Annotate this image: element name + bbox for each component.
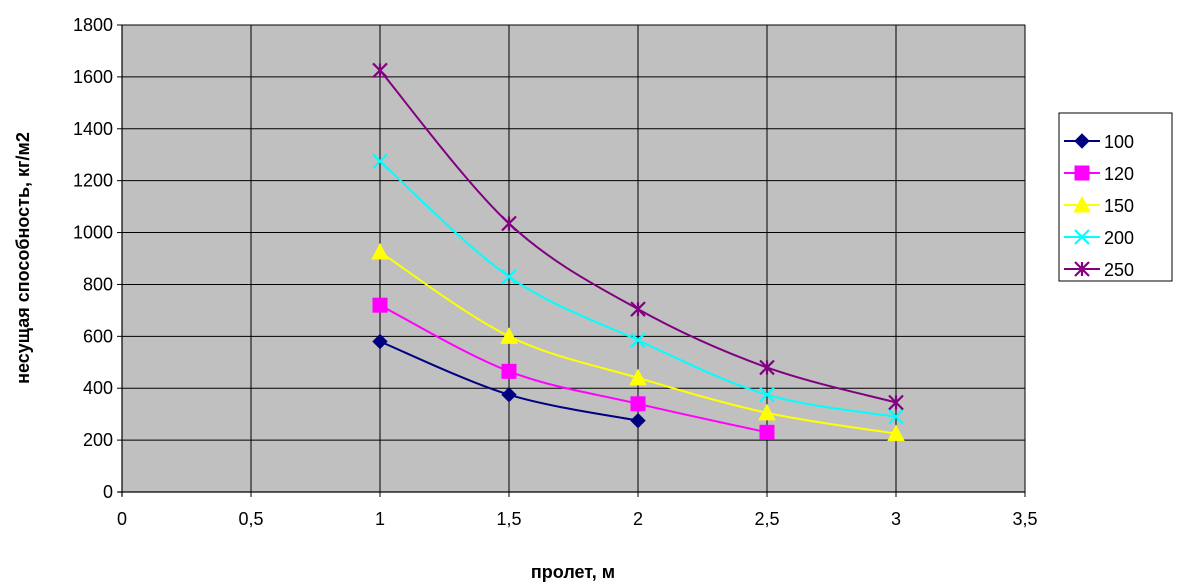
series-layer	[371, 62, 905, 442]
data-point	[501, 387, 517, 403]
data-point	[372, 297, 388, 313]
legend-entry: 250	[1064, 260, 1134, 280]
data-point	[630, 412, 646, 429]
y-tick-label: 200	[83, 430, 113, 450]
legend-entry: 100	[1064, 132, 1134, 152]
data-point	[888, 408, 904, 425]
y-tick-label: 1800	[73, 15, 113, 35]
x-tick-label: 2,5	[754, 509, 779, 529]
data-point	[501, 268, 517, 285]
tick-labels: 0 200 400 600 800 1000 1200 1400 1600 1800 0 0,5 1 1,…	[73, 15, 1038, 529]
series-line	[379, 69, 897, 404]
legend-entry: 150	[1064, 195, 1134, 216]
y-tick-label: 600	[83, 326, 113, 346]
x-tick-label: 1,5	[496, 509, 521, 529]
data-point	[500, 327, 518, 344]
data-point	[759, 359, 775, 376]
legend-entry: 200	[1064, 228, 1134, 248]
data-point	[372, 62, 388, 79]
series-100	[372, 333, 646, 429]
legend: 100 120 150 200 250	[1058, 112, 1173, 282]
y-tick-label: 1000	[73, 223, 113, 243]
x-tick-label: 0,5	[238, 509, 263, 529]
data-point	[501, 215, 517, 232]
series-line	[379, 304, 768, 434]
legend-marker	[1074, 261, 1090, 277]
data-point	[759, 386, 775, 403]
y-tick-label: 1400	[73, 119, 113, 139]
legend-label: 150	[1104, 196, 1134, 216]
series-line	[379, 160, 897, 418]
legend-marker	[1074, 133, 1090, 149]
data-point	[372, 333, 388, 350]
x-tick-label: 3	[891, 509, 901, 529]
data-point	[372, 153, 388, 169]
legend-marker	[1074, 165, 1090, 181]
series-120	[372, 297, 775, 440]
x-tick-label: 3,5	[1012, 509, 1037, 529]
y-axis-title: несущая способность, кг/м2	[13, 132, 33, 384]
data-point	[888, 394, 904, 411]
data-point	[759, 424, 775, 440]
data-point	[630, 332, 646, 349]
series-250	[372, 62, 904, 411]
data-point	[630, 396, 646, 412]
legend-entry: 120	[1064, 164, 1134, 184]
y-tick-label: 1200	[73, 171, 113, 191]
data-point	[629, 368, 647, 386]
data-point	[371, 242, 389, 260]
y-tick-label: 800	[83, 274, 113, 294]
legend-marker	[1073, 195, 1091, 213]
legend-label: 100	[1104, 132, 1134, 152]
axes	[117, 24, 1026, 497]
data-point	[758, 403, 776, 421]
data-point	[630, 301, 646, 317]
series-200	[372, 153, 904, 425]
data-point	[501, 363, 517, 379]
grid	[122, 24, 1026, 492]
y-tick-label: 1600	[73, 67, 113, 87]
y-tick-label: 400	[83, 378, 113, 398]
x-axis-title: пролет, м	[531, 562, 615, 582]
legend-marker	[1074, 229, 1090, 245]
legend-label: 120	[1104, 164, 1134, 184]
series-150	[371, 242, 905, 442]
legend-label: 250	[1104, 260, 1134, 280]
x-tick-label: 2	[633, 509, 643, 529]
data-point	[887, 424, 905, 442]
legend-label: 200	[1104, 228, 1134, 248]
y-tick-label: 0	[103, 482, 113, 502]
x-tick-label: 0	[117, 509, 127, 529]
x-tick-label: 1	[375, 509, 385, 529]
